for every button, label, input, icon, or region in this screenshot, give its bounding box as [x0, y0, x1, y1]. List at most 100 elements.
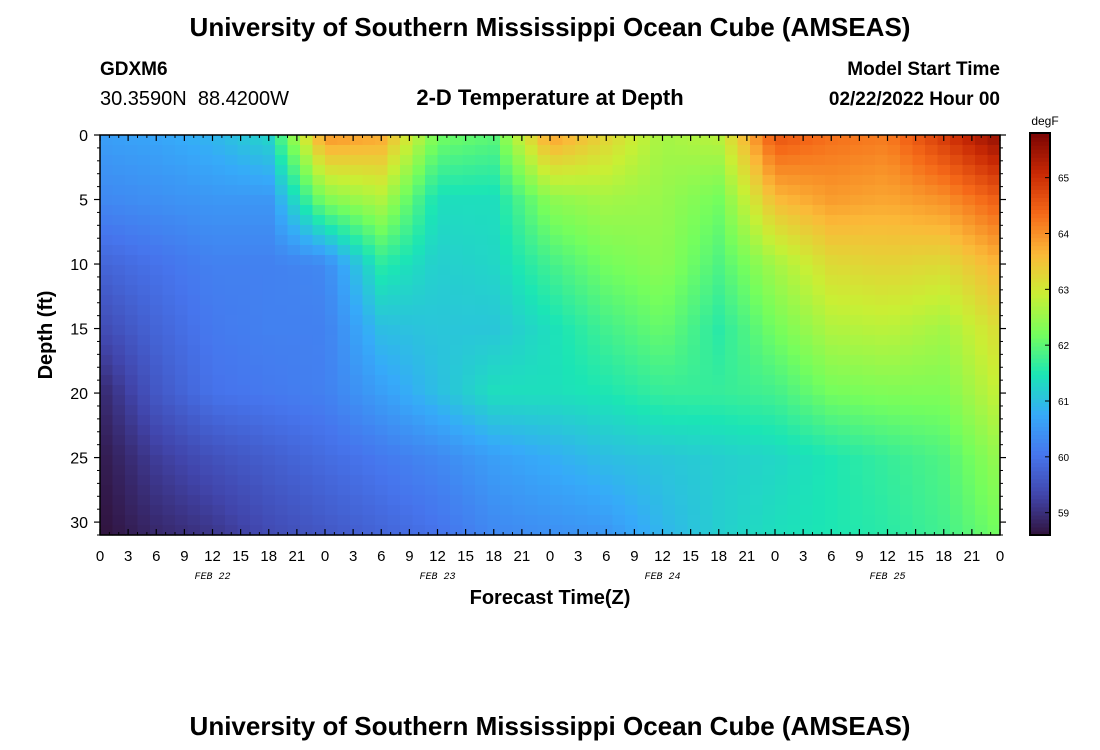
heatmap-cell — [300, 165, 314, 176]
heatmap-cell — [687, 435, 701, 446]
heatmap-cell — [800, 315, 814, 326]
heatmap-cell — [587, 505, 601, 516]
heatmap-cell — [412, 295, 426, 306]
heatmap-cell — [837, 315, 851, 326]
heatmap-cell — [612, 355, 626, 366]
heatmap-cell — [687, 505, 701, 516]
heatmap-cell — [687, 315, 701, 326]
heatmap-cell — [137, 475, 151, 486]
heatmap-cell — [350, 285, 364, 296]
heatmap-cell — [275, 135, 289, 146]
heatmap-cell — [675, 345, 689, 356]
heatmap-cell — [600, 515, 614, 526]
heatmap-cell — [950, 215, 964, 226]
heatmap-cell — [625, 185, 639, 196]
heatmap-cell — [300, 435, 314, 446]
heatmap-cell — [225, 225, 239, 236]
heatmap-cell — [912, 505, 926, 516]
heatmap-cell — [975, 325, 989, 336]
heatmap-cell — [325, 215, 339, 226]
heatmap-cell — [425, 395, 439, 406]
heatmap-cell — [312, 205, 326, 216]
heatmap-cell — [800, 135, 814, 146]
heatmap-cell — [500, 515, 514, 526]
heatmap-cell — [437, 275, 451, 286]
heatmap-cell — [675, 415, 689, 426]
heatmap-cell — [262, 325, 276, 336]
heatmap-cell — [337, 145, 351, 156]
heatmap-cell — [362, 475, 376, 486]
heatmap-cell — [837, 415, 851, 426]
heatmap-cell — [387, 305, 401, 316]
heatmap-cell — [412, 245, 426, 256]
heatmap-cell — [200, 395, 214, 406]
heatmap-cell — [775, 495, 789, 506]
heatmap-cell — [312, 405, 326, 416]
heatmap-cell — [912, 415, 926, 426]
heatmap-cell — [175, 295, 189, 306]
heatmap-cell — [450, 335, 464, 346]
heatmap-cell — [437, 415, 451, 426]
heatmap-cell — [337, 225, 351, 236]
heatmap-cell — [950, 195, 964, 206]
colorbar-swatch — [1030, 221, 1050, 227]
heatmap-cell — [262, 195, 276, 206]
heatmap-cell — [362, 275, 376, 286]
heatmap-cell — [887, 175, 901, 186]
heatmap-cell — [612, 245, 626, 256]
heatmap-cell — [275, 445, 289, 456]
heatmap-cell — [287, 245, 301, 256]
heatmap-cell — [637, 495, 651, 506]
heatmap-cell — [300, 455, 314, 466]
heatmap-cell — [187, 445, 201, 456]
heatmap-cell — [550, 195, 564, 206]
heatmap-cell — [912, 475, 926, 486]
x-tick-label: 6 — [152, 548, 160, 565]
heatmap-cell — [425, 425, 439, 436]
heatmap-cell — [237, 295, 251, 306]
heatmap-cell — [350, 475, 364, 486]
heatmap-cell — [837, 395, 851, 406]
heatmap-cell — [975, 165, 989, 176]
heatmap-cell — [537, 305, 551, 316]
heatmap-cell — [775, 335, 789, 346]
heatmap-cell — [575, 325, 589, 336]
heatmap-cell — [787, 245, 801, 256]
heatmap-cell — [800, 145, 814, 156]
heatmap-cell — [137, 275, 151, 286]
x-tick-label: 18 — [485, 548, 502, 565]
heatmap-cell — [575, 295, 589, 306]
heatmap-cell — [300, 175, 314, 186]
heatmap-cell — [900, 315, 914, 326]
heatmap-cell — [125, 495, 139, 506]
heatmap-cell — [887, 275, 901, 286]
heatmap-cell — [300, 325, 314, 336]
heatmap-cell — [587, 385, 601, 396]
heatmap-cell — [937, 515, 951, 526]
heatmap-cell — [525, 385, 539, 396]
heatmap-cell — [225, 375, 239, 386]
heatmap-cell — [862, 245, 876, 256]
heatmap-cell — [575, 435, 589, 446]
heatmap-cell — [637, 465, 651, 476]
heatmap-cell — [462, 245, 476, 256]
heatmap-cell — [362, 245, 376, 256]
heatmap-cell — [625, 205, 639, 216]
heatmap-cell — [325, 415, 339, 426]
heatmap-cell — [562, 325, 576, 336]
heatmap-cell — [150, 395, 164, 406]
heatmap-cell — [487, 255, 501, 266]
heatmap-cell — [425, 475, 439, 486]
heatmap-cell — [512, 245, 526, 256]
heatmap-cell — [212, 345, 226, 356]
heatmap-cell — [287, 435, 301, 446]
heatmap-cell — [887, 205, 901, 216]
heatmap-cell — [950, 475, 964, 486]
heatmap-cell — [625, 495, 639, 506]
colorbar-swatch — [1030, 157, 1050, 162]
heatmap-cell — [712, 375, 726, 386]
heatmap-cell — [137, 495, 151, 506]
heatmap-cell — [812, 135, 826, 146]
heatmap-cell — [312, 455, 326, 466]
date-label: FEB 23 — [419, 572, 455, 583]
